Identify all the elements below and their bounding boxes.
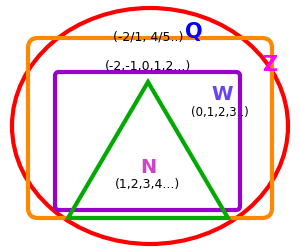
- Text: Z: Z: [262, 55, 277, 75]
- Text: N: N: [140, 158, 156, 177]
- Text: (-2,-1,0,1,2...): (-2,-1,0,1,2...): [105, 60, 191, 73]
- Text: (1,2,3,4...): (1,2,3,4...): [116, 178, 181, 191]
- Text: (-2/1, 4/5..): (-2/1, 4/5..): [113, 30, 183, 43]
- Text: Q: Q: [185, 22, 202, 42]
- Text: W: W: [211, 85, 233, 104]
- Text: (0,1,2,3..): (0,1,2,3..): [191, 106, 249, 119]
